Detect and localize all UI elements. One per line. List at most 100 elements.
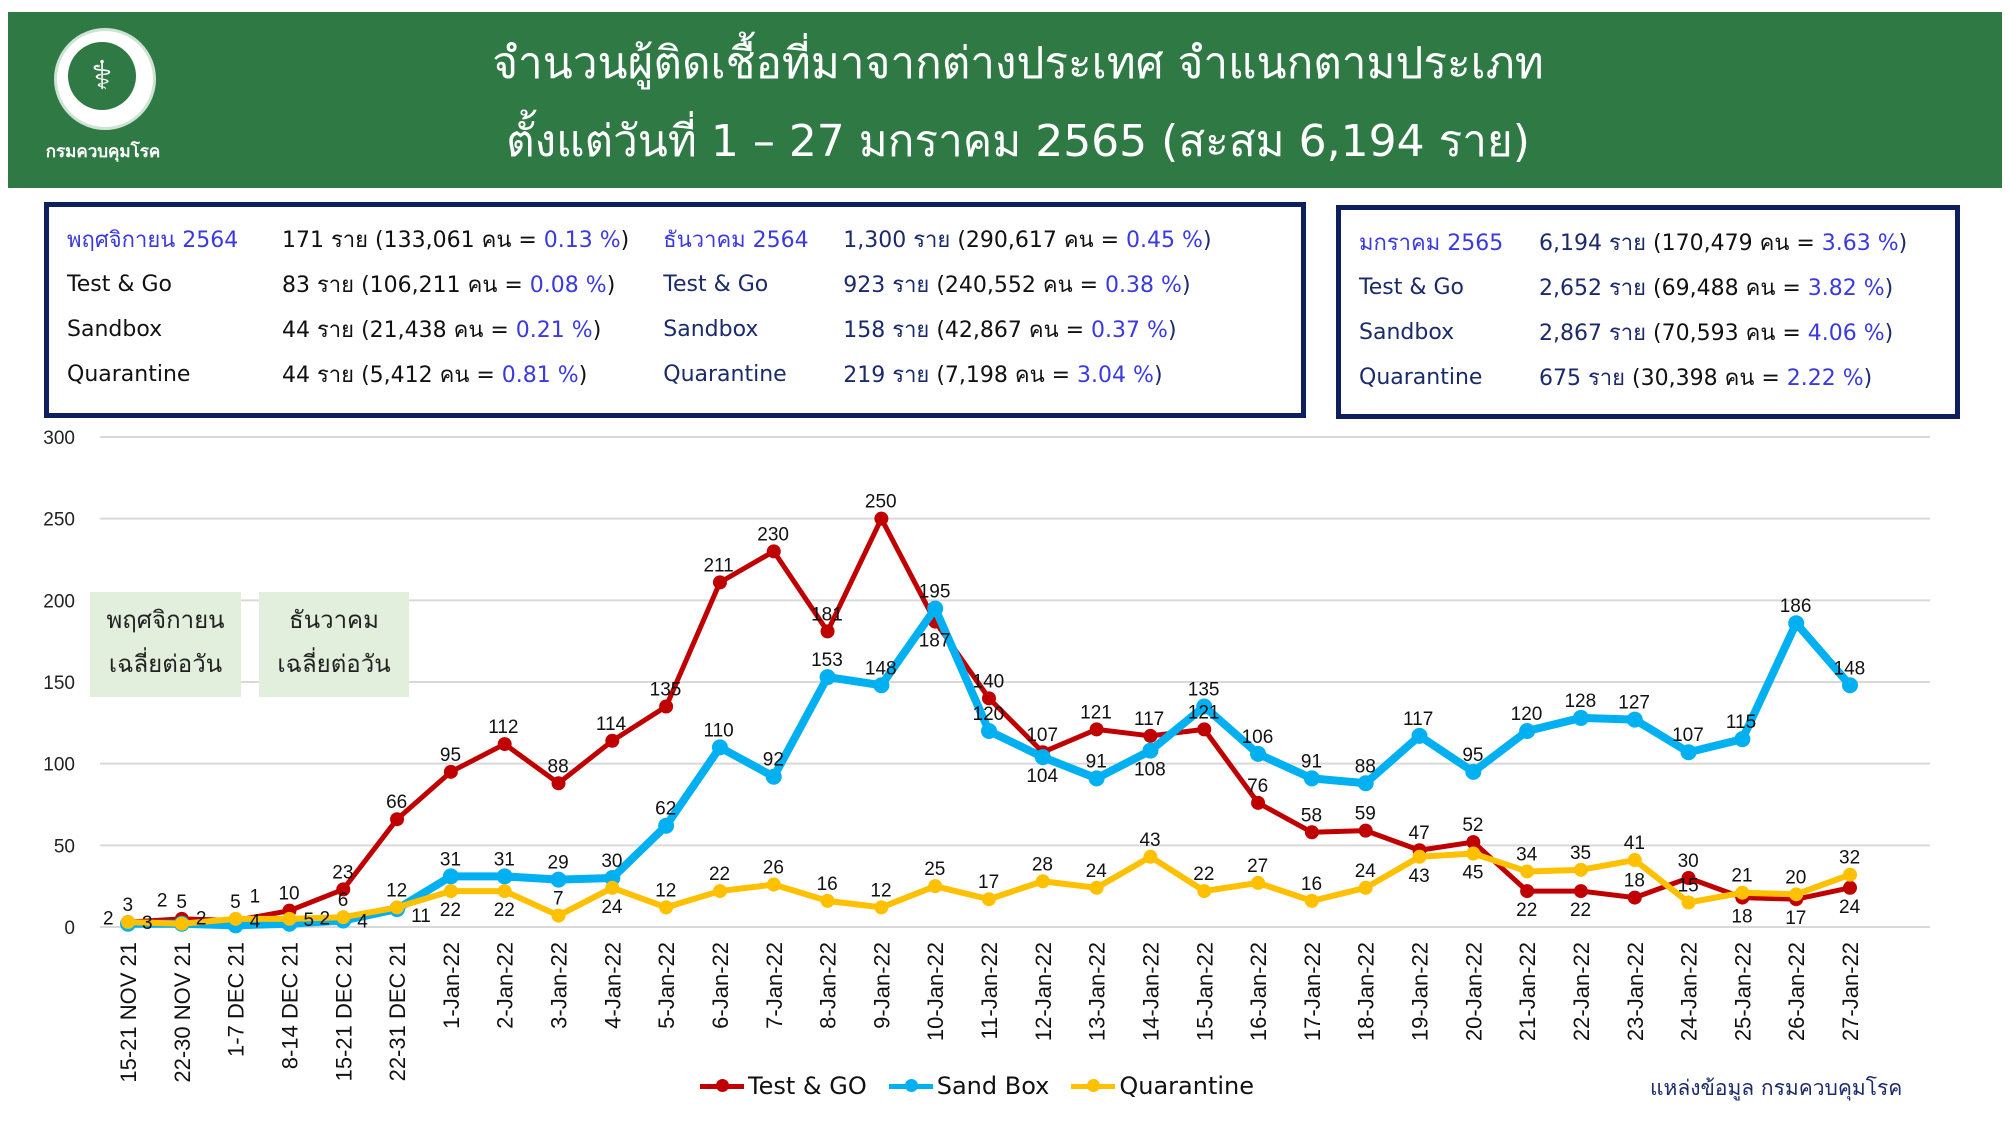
legend-label: Quarantine	[1119, 1072, 1255, 1100]
x-tick-label: 20-Jan-22	[1461, 942, 1486, 1041]
data-label: 107	[1026, 725, 1058, 746]
data-label: 121	[1188, 702, 1220, 723]
row-cases: 158 ราย (42,867 คน = 0.37 %)	[843, 312, 1176, 347]
data-label: 52	[1462, 815, 1483, 836]
data-label: 95	[1462, 745, 1483, 766]
data-point	[711, 739, 728, 756]
percent-value: 3.63 %	[1821, 231, 1899, 256]
data-point	[496, 868, 513, 885]
summary-row: Test & Go 83 ราย (106,211 คน = 0.08 %)	[67, 262, 629, 307]
note-dec-average: ธันวาคม เฉลี่ยต่อวัน	[259, 592, 409, 697]
y-tick-label: 0	[64, 918, 75, 939]
data-label: 59	[1355, 804, 1376, 825]
summary-nov: พฤศจิกายน 2564 171 ราย (133,061 คน = 0.13…	[67, 217, 629, 413]
close-paren: )	[1884, 321, 1894, 346]
data-point	[1681, 871, 1696, 885]
summary-row: ธันวาคม 2564 1,300 ราย (290,617 คน = 0.45…	[663, 217, 1211, 262]
row-label: Sandbox	[663, 317, 759, 342]
data-label: 4	[357, 911, 368, 932]
page-title: จำนวนผู้ติดเชื้อที่มาจากต่างประเทศ จำแนก…	[492, 38, 1544, 89]
data-label: 12	[655, 880, 676, 901]
row-cases: 1,300 ราย (290,617 คน = 0.45 %)	[843, 222, 1211, 257]
row-cases: 83 ราย (106,211 คน = 0.08 %)	[282, 267, 615, 302]
row-cases: 675 ราย (30,398 คน = 2.22 %)	[1539, 360, 1872, 395]
data-label: 5	[303, 910, 314, 931]
summary-row: Sandbox 44 ราย (21,438 คน = 0.21 %)	[67, 307, 629, 352]
summary-box-jan: มกราคม 2565 6,194 ราย (170,479 คน = 3.63 …	[1336, 205, 1960, 419]
data-label: 112	[488, 717, 518, 738]
data-label: 15	[1678, 876, 1699, 897]
close-paren: )	[1884, 276, 1894, 301]
summary-row: Sandbox 2,867 ราย (70,593 คน = 4.06 %)	[1359, 310, 1907, 355]
data-point	[1843, 867, 1857, 882]
data-point	[1465, 763, 1482, 780]
data-label: 135	[1188, 680, 1220, 701]
data-label: 128	[1564, 691, 1596, 712]
data-point	[443, 764, 458, 779]
data-label: 4	[250, 911, 261, 932]
legend-sandbox: Sand Box	[888, 1072, 1049, 1100]
data-point	[1520, 864, 1535, 879]
data-point	[819, 669, 836, 686]
data-label: 34	[1516, 844, 1538, 865]
x-tick-label: 3-Jan-22	[547, 942, 572, 1029]
data-label: 7	[553, 889, 564, 910]
close-paren: )	[1202, 228, 1212, 253]
row-label: Sandbox	[1359, 320, 1455, 345]
data-label: 2	[157, 891, 168, 912]
y-tick-label: 150	[43, 673, 75, 694]
legend-marker	[888, 1078, 933, 1092]
data-point	[1303, 770, 1320, 787]
x-tick-label: 22-31 DEC 21	[385, 942, 410, 1081]
data-point	[1626, 711, 1643, 728]
data-label: 5	[230, 892, 241, 913]
data-point	[1788, 615, 1805, 632]
data-label: 106	[1242, 727, 1274, 748]
data-point	[1573, 862, 1588, 877]
data-label: 30	[601, 851, 622, 872]
note-line2: เฉลี่ยต่อวัน	[108, 650, 223, 678]
data-label: 31	[440, 849, 461, 870]
x-tick-label: 11-Jan-22	[977, 942, 1002, 1039]
row-label: Sandbox	[67, 317, 163, 342]
legend-marker	[700, 1078, 744, 1092]
close-paren: )	[1167, 318, 1177, 343]
percent-value: 0.08 %	[529, 273, 607, 298]
data-point	[712, 884, 727, 899]
cases-value: 44 ราย	[282, 318, 355, 343]
data-label: 95	[440, 745, 461, 766]
caduceus-icon: ⚕	[68, 42, 136, 110]
row-cases: 923 ราย (240,552 คน = 0.38 %)	[843, 267, 1190, 302]
close-paren: )	[620, 228, 630, 253]
summary-row: มกราคม 2565 6,194 ราย (170,479 คน = 3.63 …	[1359, 220, 1907, 265]
data-point	[1088, 770, 1105, 787]
data-point	[497, 737, 512, 752]
row-cases: 219 ราย (7,198 คน = 3.04 %)	[843, 357, 1162, 392]
data-label: 11	[411, 906, 431, 927]
close-paren: )	[1181, 273, 1191, 298]
data-point	[1304, 825, 1319, 840]
data-label: 41	[1624, 833, 1645, 854]
row-cases: 2,867 ราย (70,593 คน = 4.06 %)	[1539, 315, 1893, 350]
data-label: 114	[596, 714, 627, 735]
data-label: 66	[386, 792, 407, 813]
data-label: 25	[924, 859, 945, 880]
data-label: 3	[142, 913, 153, 934]
data-point	[874, 900, 889, 915]
data-label: 20	[1785, 867, 1806, 888]
summary-row: Quarantine 219 ราย (7,198 คน = 3.04 %)	[663, 352, 1211, 397]
row-cases: 6,194 ราย (170,479 คน = 3.63 %)	[1539, 225, 1907, 260]
data-label: 32	[1839, 848, 1860, 869]
data-label: 18	[1624, 871, 1645, 892]
note-line1: พฤศจิกายน	[106, 606, 225, 634]
data-label: 29	[548, 853, 569, 874]
data-label: 108	[1134, 760, 1166, 781]
data-point	[497, 884, 512, 899]
cases-value: 6,194 ราย	[1539, 231, 1647, 256]
cases-value: 2,652 ราย	[1539, 276, 1647, 301]
row-label: Test & Go	[1359, 275, 1464, 300]
data-label: 22	[709, 864, 730, 885]
data-label: 22	[440, 900, 461, 921]
data-point	[174, 916, 189, 931]
summary-jan: มกราคม 2565 6,194 ราย (170,479 คน = 3.63 …	[1359, 220, 1907, 414]
